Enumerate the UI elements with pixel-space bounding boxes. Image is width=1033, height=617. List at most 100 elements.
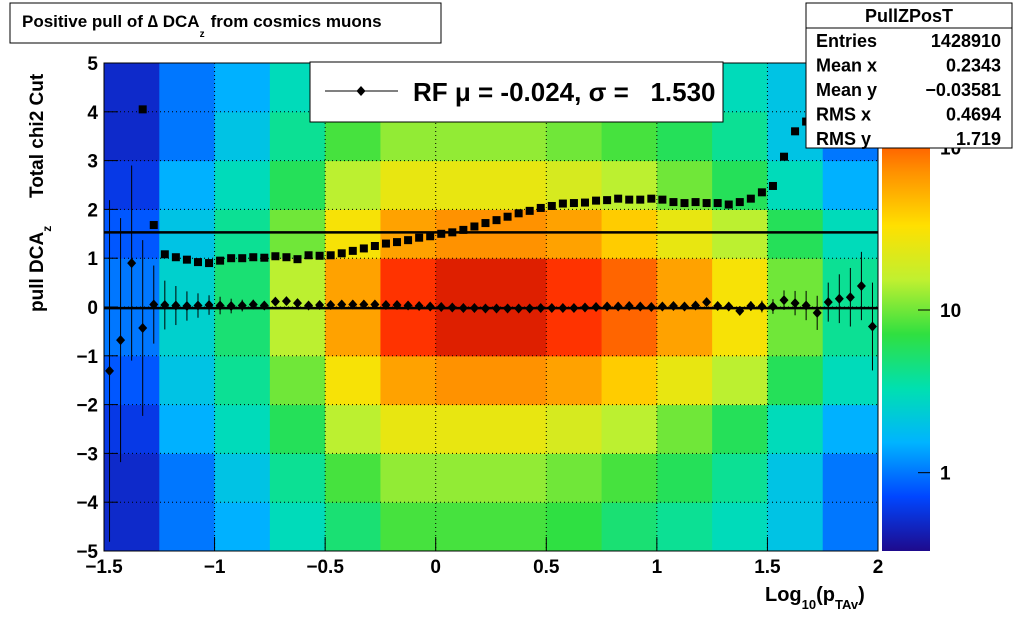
marker <box>260 253 269 262</box>
heat-cell <box>601 307 658 357</box>
marker <box>138 105 147 114</box>
marker <box>503 212 512 221</box>
heat-cell <box>214 160 271 210</box>
marker <box>238 254 247 263</box>
marker <box>149 299 159 310</box>
heat-cell <box>159 63 216 113</box>
heat-cell <box>214 404 271 454</box>
marker <box>757 301 767 312</box>
marker <box>657 301 667 312</box>
marker <box>713 199 722 208</box>
marker <box>270 296 280 307</box>
profile-points <box>105 73 877 542</box>
marker <box>204 300 214 311</box>
x-axis-label: Log10(pTAv) <box>765 584 865 612</box>
marker <box>569 199 578 208</box>
marker <box>271 252 280 261</box>
marker <box>613 301 623 312</box>
marker <box>458 302 468 313</box>
marker <box>746 301 756 312</box>
heat-cell <box>656 258 713 308</box>
marker <box>326 300 336 311</box>
marker <box>149 221 158 230</box>
marker <box>437 229 446 238</box>
heat-cell <box>546 307 603 357</box>
marker <box>669 198 678 207</box>
marker <box>691 300 701 311</box>
marker <box>227 254 236 263</box>
stats-value: 1.719 <box>956 129 1001 149</box>
marker <box>414 301 424 312</box>
legend-text: RF μ = -0.024, σ = 1.530 <box>413 77 716 107</box>
marker <box>547 302 557 313</box>
stats-label: Mean y <box>816 80 877 100</box>
y-tick-label: 4 <box>87 103 98 124</box>
y-tick-label: −3 <box>76 444 98 465</box>
marker <box>735 198 744 207</box>
x-tick-label: 2 <box>873 557 884 578</box>
stats-title: PullZPosT <box>865 6 953 26</box>
heat-cell <box>269 502 326 552</box>
marker <box>514 209 523 218</box>
marker <box>724 301 734 312</box>
marker <box>470 222 479 231</box>
marker <box>337 299 347 310</box>
marker <box>293 255 302 264</box>
marker <box>768 301 778 312</box>
heat-cell <box>822 502 879 552</box>
heat-cell <box>546 502 603 552</box>
heat-cell <box>269 355 326 406</box>
heat-cell <box>491 453 547 503</box>
marker <box>381 239 390 248</box>
heat-cell <box>767 355 824 406</box>
marker <box>569 302 579 313</box>
heat-cell <box>435 160 492 210</box>
marker <box>403 300 413 311</box>
marker <box>281 296 291 307</box>
heat-cell <box>325 404 381 454</box>
y-tick-label: −4 <box>76 493 98 514</box>
marker <box>237 300 247 311</box>
x-tick-label: 1.5 <box>754 557 781 578</box>
heat-cell <box>822 355 879 406</box>
heat-cell <box>104 355 160 406</box>
y-axis-label-2: Total chi2 Cut <box>27 73 48 198</box>
heat-cell <box>712 453 768 503</box>
marker <box>160 300 170 311</box>
marker <box>393 238 402 247</box>
heat-cell <box>380 404 437 454</box>
marker <box>426 232 435 241</box>
marker <box>381 300 391 311</box>
marker <box>791 127 800 136</box>
marker <box>216 256 225 265</box>
marker <box>249 253 258 262</box>
marker <box>702 297 712 308</box>
x-tick-label: −1 <box>204 557 226 578</box>
heat-cell <box>822 453 879 503</box>
heat-cell <box>491 160 547 210</box>
y-tick-label: −5 <box>76 542 98 563</box>
heat-cell <box>601 258 658 308</box>
heat-cell <box>435 404 492 454</box>
marker <box>315 300 325 311</box>
marker <box>558 302 568 313</box>
title-box <box>9 2 442 44</box>
x-tick-label: 0 <box>430 557 441 578</box>
marker <box>646 302 656 312</box>
marker <box>193 300 203 311</box>
heat-cell <box>380 453 437 503</box>
heat-cell <box>491 258 547 308</box>
marker <box>392 300 402 311</box>
stats-label: RMS y <box>816 129 871 149</box>
heat-cell <box>767 453 824 503</box>
marker <box>215 300 225 311</box>
x-tick-label: −0.5 <box>306 557 344 578</box>
heat-cell <box>546 404 603 454</box>
heat-cell <box>104 453 160 503</box>
heat-cell <box>325 502 381 552</box>
marker <box>315 251 324 260</box>
marker <box>845 292 855 303</box>
marker <box>514 303 524 314</box>
heat-cell <box>656 307 713 357</box>
heat-cell <box>214 355 271 406</box>
